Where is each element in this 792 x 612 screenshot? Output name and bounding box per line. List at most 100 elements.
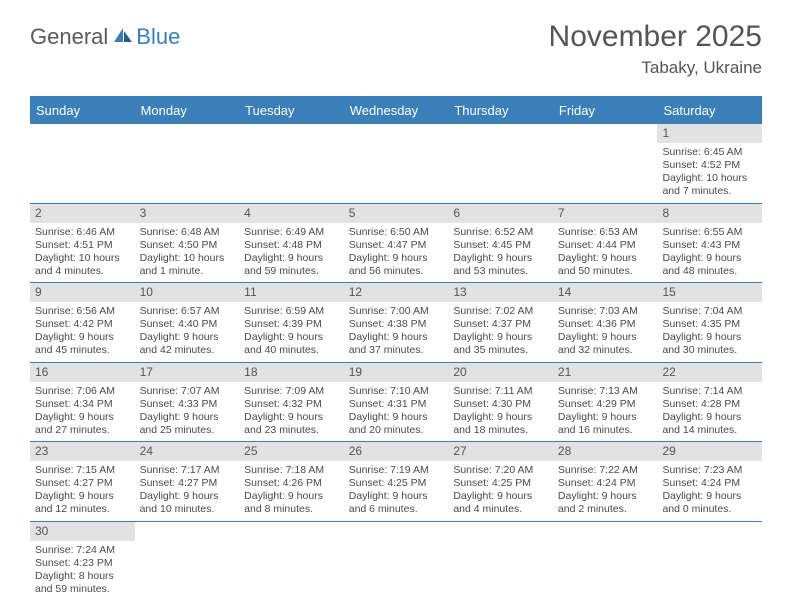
sunrise-text: Sunrise: 7:11 AM <box>453 385 549 398</box>
day-number: 8 <box>657 204 762 223</box>
sunset-text: Sunset: 4:44 PM <box>558 239 654 252</box>
day-number: 30 <box>30 522 135 541</box>
week-row: 9Sunrise: 6:56 AMSunset: 4:42 PMDaylight… <box>30 283 762 363</box>
sunrise-text: Sunrise: 6:59 AM <box>244 305 340 318</box>
sunset-text: Sunset: 4:27 PM <box>140 477 236 490</box>
daylight1-text: Daylight: 9 hours <box>558 490 654 503</box>
daylight2-text: and 12 minutes. <box>35 503 131 516</box>
daylight1-text: Daylight: 9 hours <box>35 490 131 503</box>
sunset-text: Sunset: 4:36 PM <box>558 318 654 331</box>
day-number <box>553 522 658 541</box>
day-number: 23 <box>30 442 135 461</box>
location: Tabaky, Ukraine <box>549 58 762 78</box>
day-cell: 1Sunrise: 6:45 AMSunset: 4:52 PMDaylight… <box>657 124 762 203</box>
daylight1-text: Daylight: 9 hours <box>35 411 131 424</box>
title-block: November 2025 Tabaky, Ukraine <box>549 20 762 78</box>
day-number: 16 <box>30 363 135 382</box>
sunrise-text: Sunrise: 7:18 AM <box>244 464 340 477</box>
day-cell: 15Sunrise: 7:04 AMSunset: 4:35 PMDayligh… <box>657 283 762 362</box>
day-cell: 5Sunrise: 6:50 AMSunset: 4:47 PMDaylight… <box>344 204 449 283</box>
daylight1-text: Daylight: 9 hours <box>140 331 236 344</box>
daylight2-text: and 18 minutes. <box>453 424 549 437</box>
sail-icon <box>112 24 134 50</box>
daylight1-text: Daylight: 9 hours <box>349 490 445 503</box>
day-number <box>135 124 240 143</box>
day-number: 3 <box>135 204 240 223</box>
day-number: 11 <box>239 283 344 302</box>
sunset-text: Sunset: 4:42 PM <box>35 318 131 331</box>
logo: General Blue <box>30 24 180 50</box>
day-cell: 26Sunrise: 7:19 AMSunset: 4:25 PMDayligh… <box>344 442 449 521</box>
day-cell <box>553 522 658 601</box>
sunrise-text: Sunrise: 7:24 AM <box>35 544 131 557</box>
sunset-text: Sunset: 4:38 PM <box>349 318 445 331</box>
daylight1-text: Daylight: 9 hours <box>349 411 445 424</box>
day-cell <box>553 124 658 203</box>
sunrise-text: Sunrise: 7:00 AM <box>349 305 445 318</box>
daylight1-text: Daylight: 10 hours <box>140 252 236 265</box>
daylight2-text: and 42 minutes. <box>140 344 236 357</box>
day-number <box>344 522 449 541</box>
daylight2-text: and 45 minutes. <box>35 344 131 357</box>
sunset-text: Sunset: 4:35 PM <box>662 318 758 331</box>
day-cell: 12Sunrise: 7:00 AMSunset: 4:38 PMDayligh… <box>344 283 449 362</box>
day-cell: 4Sunrise: 6:49 AMSunset: 4:48 PMDaylight… <box>239 204 344 283</box>
daylight1-text: Daylight: 9 hours <box>558 331 654 344</box>
week-row: 2Sunrise: 6:46 AMSunset: 4:51 PMDaylight… <box>30 204 762 284</box>
daylight1-text: Daylight: 9 hours <box>662 331 758 344</box>
day-cell <box>135 522 240 601</box>
day-cell <box>448 522 553 601</box>
daylight1-text: Daylight: 9 hours <box>453 411 549 424</box>
sunrise-text: Sunrise: 7:06 AM <box>35 385 131 398</box>
week-row: 23Sunrise: 7:15 AMSunset: 4:27 PMDayligh… <box>30 442 762 522</box>
day-header-thu: Thursday <box>448 98 553 124</box>
day-cell <box>657 522 762 601</box>
daylight2-text: and 1 minute. <box>140 265 236 278</box>
sunrise-text: Sunrise: 7:19 AM <box>349 464 445 477</box>
daylight1-text: Daylight: 9 hours <box>349 252 445 265</box>
day-cell <box>30 124 135 203</box>
sunrise-text: Sunrise: 7:10 AM <box>349 385 445 398</box>
day-cell: 19Sunrise: 7:10 AMSunset: 4:31 PMDayligh… <box>344 363 449 442</box>
sunset-text: Sunset: 4:29 PM <box>558 398 654 411</box>
day-header-sat: Saturday <box>657 98 762 124</box>
day-cell: 6Sunrise: 6:52 AMSunset: 4:45 PMDaylight… <box>448 204 553 283</box>
daylight2-text: and 4 minutes. <box>35 265 131 278</box>
sunset-text: Sunset: 4:26 PM <box>244 477 340 490</box>
month-title: November 2025 <box>549 20 762 54</box>
day-cell: 25Sunrise: 7:18 AMSunset: 4:26 PMDayligh… <box>239 442 344 521</box>
day-number: 14 <box>553 283 658 302</box>
sunrise-text: Sunrise: 6:49 AM <box>244 226 340 239</box>
daylight1-text: Daylight: 9 hours <box>662 252 758 265</box>
sunset-text: Sunset: 4:23 PM <box>35 557 131 570</box>
day-number <box>553 124 658 143</box>
day-number <box>448 522 553 541</box>
day-number: 13 <box>448 283 553 302</box>
day-cell: 10Sunrise: 6:57 AMSunset: 4:40 PMDayligh… <box>135 283 240 362</box>
sunset-text: Sunset: 4:25 PM <box>349 477 445 490</box>
day-cell: 21Sunrise: 7:13 AMSunset: 4:29 PMDayligh… <box>553 363 658 442</box>
daylight2-text: and 27 minutes. <box>35 424 131 437</box>
sunrise-text: Sunrise: 7:15 AM <box>35 464 131 477</box>
sunrise-text: Sunrise: 6:56 AM <box>35 305 131 318</box>
day-header-mon: Monday <box>135 98 240 124</box>
daylight2-text: and 2 minutes. <box>558 503 654 516</box>
sunrise-text: Sunrise: 6:52 AM <box>453 226 549 239</box>
sunset-text: Sunset: 4:48 PM <box>244 239 340 252</box>
daylight1-text: Daylight: 9 hours <box>662 411 758 424</box>
day-cell: 8Sunrise: 6:55 AMSunset: 4:43 PMDaylight… <box>657 204 762 283</box>
sunset-text: Sunset: 4:27 PM <box>35 477 131 490</box>
day-header-wed: Wednesday <box>344 98 449 124</box>
daylight2-text: and 4 minutes. <box>453 503 549 516</box>
sunset-text: Sunset: 4:24 PM <box>558 477 654 490</box>
day-number <box>344 124 449 143</box>
day-cell: 11Sunrise: 6:59 AMSunset: 4:39 PMDayligh… <box>239 283 344 362</box>
daylight2-text: and 35 minutes. <box>453 344 549 357</box>
daylight1-text: Daylight: 9 hours <box>140 490 236 503</box>
daylight1-text: Daylight: 9 hours <box>244 331 340 344</box>
logo-text-general: General <box>30 24 108 50</box>
sunrise-text: Sunrise: 7:17 AM <box>140 464 236 477</box>
daylight2-text: and 14 minutes. <box>662 424 758 437</box>
weeks-container: 1Sunrise: 6:45 AMSunset: 4:52 PMDaylight… <box>30 124 762 600</box>
daylight1-text: Daylight: 9 hours <box>35 331 131 344</box>
